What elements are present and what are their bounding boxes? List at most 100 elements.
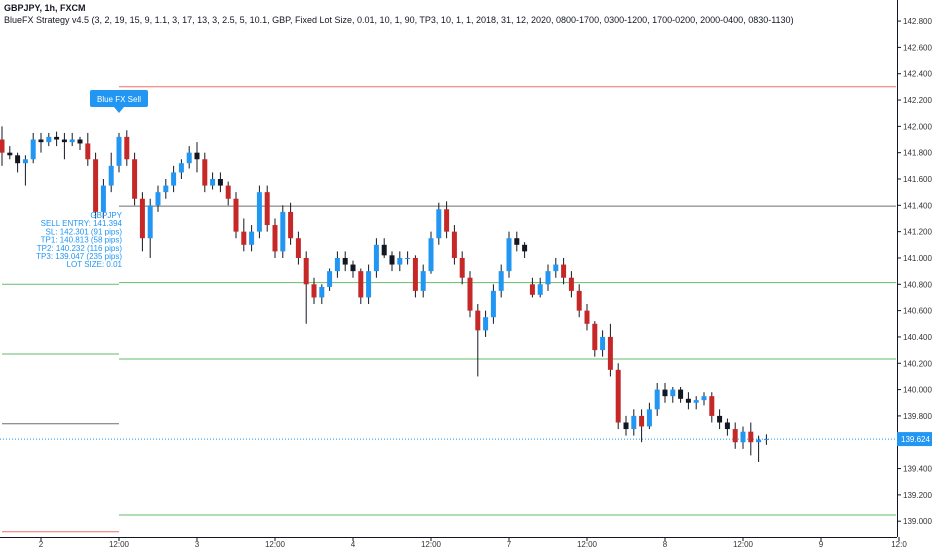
- candle-body: [740, 431, 746, 443]
- candle-body: [529, 284, 535, 295]
- candle: [545, 264, 551, 291]
- candle-body: [163, 185, 169, 193]
- candle: [732, 422, 738, 449]
- sell-signal-box: [90, 90, 148, 107]
- candle: [529, 277, 535, 298]
- candle: [600, 330, 606, 357]
- time-axis[interactable]: 2 12:00 3 12:00 4 12:00 7 12:00 8 12:00 9 12:0: [0, 537, 907, 549]
- candles: [0, 126, 769, 462]
- candle-body: [272, 225, 278, 252]
- candle: [568, 271, 574, 298]
- price-tick-label: 139.000: [903, 517, 932, 526]
- candle-body: [693, 400, 699, 403]
- candle-body: [116, 136, 122, 166]
- candle: [171, 165, 177, 193]
- candle: [592, 321, 598, 357]
- candle-body: [522, 244, 528, 252]
- candle-body: [756, 439, 762, 443]
- candle: [178, 159, 184, 179]
- candle-body: [381, 244, 387, 256]
- candle: [311, 277, 317, 305]
- candle-body: [342, 257, 348, 265]
- trade-info-line: TP3: 139.047 (235 pips): [36, 252, 122, 261]
- candle: [358, 268, 364, 305]
- candle: [584, 304, 590, 331]
- price-tick-label: 141.600: [903, 175, 932, 184]
- price-tick-label: 140.000: [903, 386, 932, 395]
- candle: [561, 257, 567, 285]
- candle-body: [732, 429, 738, 443]
- candle: [334, 251, 340, 278]
- chart-symbol-title: GBPJPY, 1h, FXCM: [4, 3, 86, 13]
- candle-body: [366, 271, 372, 298]
- candle-body: [0, 139, 5, 153]
- candle-body: [350, 264, 356, 272]
- time-tick-label: 12:00: [265, 540, 286, 549]
- candle-body: [498, 271, 504, 291]
- candle-body: [54, 136, 60, 140]
- price-tick-label: 142.600: [903, 43, 932, 52]
- candle: [100, 179, 106, 219]
- candle: [506, 231, 512, 278]
- time-tick-label: 9: [819, 540, 824, 549]
- candle: [763, 434, 769, 445]
- candle-body: [85, 143, 91, 160]
- sell-signal-label: Blue FX Sell: [97, 95, 141, 104]
- sell-signal: Blue FX Sell: [90, 90, 148, 113]
- candle: [748, 422, 754, 456]
- candle-body: [15, 155, 21, 164]
- time-tick-label: 8: [663, 540, 668, 549]
- candle-body: [584, 310, 590, 324]
- candle-body: [241, 231, 247, 245]
- candle-body: [592, 323, 598, 351]
- candle-body: [428, 238, 434, 272]
- price-axis[interactable]: 139.000139.200139.400139.600139.800140.0…: [897, 0, 932, 537]
- candle: [607, 323, 613, 377]
- candle-body: [264, 192, 270, 226]
- candle-body: [514, 238, 520, 245]
- candle: [373, 238, 379, 278]
- candle-body: [607, 336, 613, 370]
- candle: [436, 202, 442, 245]
- candle-body: [412, 257, 418, 291]
- candle-body: [288, 211, 294, 239]
- candle-body: [662, 389, 668, 397]
- candle-body: [233, 198, 239, 232]
- candle-body: [373, 244, 379, 272]
- candle-body: [646, 409, 652, 427]
- candle: [194, 142, 200, 173]
- time-tick-label: 12:00: [109, 540, 130, 549]
- candle: [22, 155, 28, 186]
- candle: [576, 284, 582, 318]
- candle: [264, 185, 270, 232]
- candle: [428, 231, 434, 274]
- candle-body: [631, 415, 637, 430]
- candle: [498, 264, 504, 298]
- candle: [93, 152, 99, 219]
- last-price-tag: [897, 432, 932, 447]
- candle-body: [506, 238, 512, 272]
- time-tick-label: 2: [39, 540, 44, 549]
- candle-body: [483, 317, 489, 331]
- trade-info-line: SL: 142.301 (91 pips): [46, 227, 123, 236]
- candle-body: [280, 211, 286, 252]
- candle-body: [748, 431, 754, 443]
- candle-body: [108, 165, 114, 186]
- candle: [7, 146, 13, 160]
- last-price-marker: 139.624: [897, 432, 932, 447]
- candle: [272, 218, 278, 258]
- time-tick-label: 3: [195, 540, 200, 549]
- candle-body: [139, 198, 145, 239]
- candle: [295, 231, 301, 265]
- candle: [483, 310, 489, 337]
- price-tick-label: 142.800: [903, 17, 932, 26]
- candle: [77, 136, 83, 151]
- candle: [459, 251, 465, 285]
- candle: [327, 268, 333, 291]
- candle: [225, 181, 231, 206]
- candle-body: [100, 185, 106, 212]
- candle: [709, 392, 715, 423]
- trade-info-line: LOT SIZE: 0.01: [67, 260, 123, 269]
